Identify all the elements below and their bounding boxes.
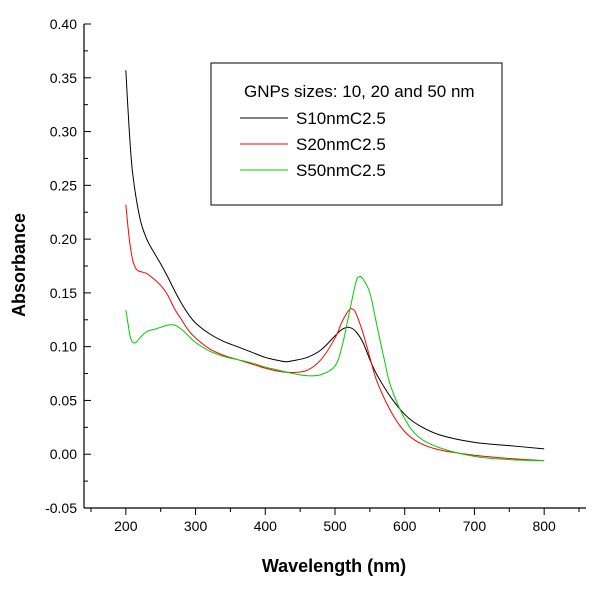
y-tick-label: 0.35 — [50, 70, 77, 86]
y-tick-label: 0.10 — [50, 339, 77, 355]
x-axis-title: Wavelength (nm) — [262, 556, 406, 576]
y-tick-label: 0.20 — [50, 231, 77, 247]
x-tick-label: 200 — [114, 518, 138, 534]
legend-label: S50nmC2.5 — [296, 161, 386, 180]
legend: GNPs sizes: 10, 20 and 50 nm S10nmC2.5 S2… — [210, 62, 503, 206]
y-tick-label: 0.30 — [50, 124, 77, 140]
legend-title: GNPs sizes: 10, 20 and 50 nm — [244, 82, 475, 101]
x-tick-label: 400 — [254, 518, 278, 534]
ticks-layer: -0.05 0.00 0.05 0.10 0.15 0.20 0.25 0.30 0.35 0.4… — [45, 16, 580, 534]
series-line-s10nmc2.5 — [125, 70, 545, 450]
legend-box — [210, 62, 503, 206]
x-tick-label: 700 — [463, 518, 487, 534]
y-tick-label: 0.00 — [50, 446, 77, 462]
y-axis-title: Absorbance — [9, 213, 29, 317]
series-line-s50nmc2.5 — [125, 275, 545, 462]
y-tick-label: 0.15 — [50, 285, 77, 301]
legend-label: S10nmC2.5 — [296, 109, 386, 128]
series-line-s20nmc2.5 — [125, 204, 545, 462]
legend-entries: S10nmC2.5 S20nmC2.5 S50nmC2.5 — [240, 109, 386, 180]
series-layer — [125, 70, 545, 462]
x-tick-label: 600 — [393, 518, 417, 534]
y-tick-label: 0.05 — [50, 392, 77, 408]
y-tick-label: 0.25 — [50, 177, 77, 193]
y-tick-label: -0.05 — [45, 500, 77, 516]
y-tick-label: 0.40 — [50, 16, 77, 32]
x-tick-label: 800 — [532, 518, 556, 534]
x-tick-label: 300 — [184, 518, 208, 534]
x-tick-label: 500 — [323, 518, 347, 534]
legend-label: S20nmC2.5 — [296, 135, 386, 154]
